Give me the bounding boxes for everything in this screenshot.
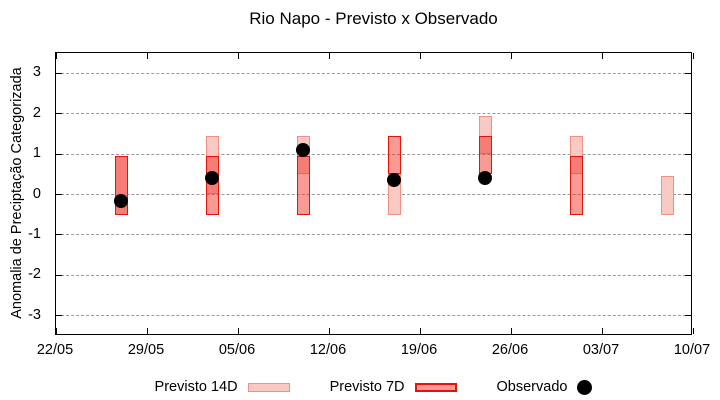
forecast-bar-7d [569, 156, 583, 215]
forecast-bar-7d [205, 156, 219, 215]
legend-item-observado: Observado [497, 379, 593, 395]
forecast-bar-14d [478, 115, 492, 155]
x-tick-label: 05/06 [218, 342, 256, 358]
forecast-bar-14d [660, 176, 674, 215]
x-tick-label: 29/05 [127, 342, 165, 358]
legend-label-observado: Observado [496, 379, 568, 395]
legend-label-previsto-14d: Previsto 14D [154, 379, 238, 395]
y-tick-label: 2 [32, 104, 41, 121]
observation-dot [296, 143, 310, 158]
y-tick-label: 1 [32, 145, 41, 162]
y-tick-mark-right [685, 194, 691, 195]
y-tick-mark-right [685, 72, 691, 74]
gridline-y-2 [56, 113, 691, 115]
observation-dot [114, 193, 128, 208]
observation-dot [205, 171, 219, 186]
x-tick-mark-top [146, 53, 148, 59]
x-tick-mark-bottom [146, 328, 148, 334]
forecast-bar-7d [478, 135, 492, 175]
x-tick-mark-bottom [692, 328, 694, 334]
x-tick-mark-bottom [328, 328, 330, 334]
x-tick-mark-top [237, 53, 239, 59]
y-tick-mark-right [685, 153, 691, 155]
x-tick-mark-bottom [55, 328, 57, 334]
gridline-y--2 [56, 274, 691, 276]
legend-dot-observado [577, 379, 593, 395]
x-tick-mark-top [601, 53, 603, 59]
forecast-bar-7d [387, 135, 401, 175]
forecast-bar-14d [569, 135, 583, 175]
gridline-y--1 [56, 234, 691, 236]
observation-dot [478, 171, 492, 186]
legend-item-previsto-7d: Previsto 7D [330, 379, 457, 395]
plot-area [55, 52, 694, 335]
forecast-bar-7d [296, 156, 310, 215]
x-tick-label: 03/07 [582, 342, 620, 358]
legend-swatch-7d [414, 382, 457, 392]
x-tick-mark-bottom [510, 328, 512, 334]
y-tick-label: -3 [28, 306, 41, 323]
legend: Previsto 14D Previsto 7D Observado [55, 376, 692, 398]
legend-item-previsto-14d: Previsto 14D [155, 379, 290, 395]
y-tick-mark-left [56, 153, 62, 155]
y-tick-mark-right [685, 274, 691, 276]
legend-swatch-14d [247, 382, 290, 392]
y-tick-label: -1 [28, 225, 41, 242]
y-tick-label: 0 [32, 185, 41, 202]
x-tick-label: 12/06 [309, 342, 347, 358]
y-tick-mark-left [56, 113, 62, 115]
y-tick-mark-left [56, 274, 62, 276]
y-tick-mark-left [56, 194, 62, 195]
y-tick-label: 3 [32, 64, 41, 81]
x-tick-mark-top [328, 53, 330, 59]
x-tick-mark-top [419, 53, 421, 59]
x-tick-label: 26/06 [491, 342, 529, 358]
x-tick-mark-top [692, 53, 694, 59]
y-tick-mark-left [56, 234, 62, 236]
gridline-y--3 [56, 315, 691, 317]
y-tick-mark-left [56, 72, 62, 74]
x-tick-mark-bottom [419, 328, 421, 334]
y-tick-mark-left [56, 315, 62, 317]
gridline-y-0 [56, 194, 691, 195]
x-tick-label: 10/07 [673, 342, 711, 358]
x-tick-label: 19/06 [400, 342, 438, 358]
chart-title: Rio Napo - Previsto x Observado [249, 9, 498, 28]
y-tick-mark-right [685, 113, 691, 115]
y-tick-mark-right [685, 315, 691, 317]
x-tick-mark-bottom [601, 328, 603, 334]
legend-label-previsto-7d: Previsto 7D [329, 379, 405, 395]
x-tick-mark-bottom [237, 328, 239, 334]
y-tick-label: -2 [28, 266, 41, 283]
x-tick-mark-top [55, 53, 57, 59]
gridline-y-3 [56, 72, 691, 74]
gridline-y-1 [56, 153, 691, 155]
x-tick-mark-top [510, 53, 512, 59]
y-tick-mark-right [685, 234, 691, 236]
observation-dot [387, 173, 401, 188]
x-tick-label: 22/05 [36, 342, 74, 358]
